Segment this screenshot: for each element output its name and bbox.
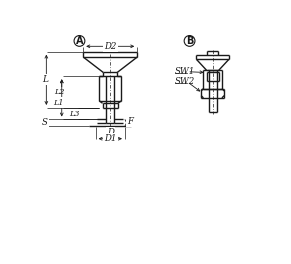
Text: L: L bbox=[42, 75, 48, 84]
Text: L3: L3 bbox=[70, 110, 80, 118]
Text: D2: D2 bbox=[104, 42, 116, 51]
Text: D1: D1 bbox=[104, 134, 116, 143]
Text: F: F bbox=[127, 117, 133, 126]
Text: B: B bbox=[186, 36, 193, 46]
Text: SW1: SW1 bbox=[175, 67, 195, 76]
Text: L1: L1 bbox=[53, 98, 63, 106]
Text: D: D bbox=[107, 128, 114, 137]
Text: A: A bbox=[76, 36, 83, 46]
Text: S: S bbox=[42, 119, 48, 128]
Text: SW2: SW2 bbox=[175, 77, 195, 86]
Text: L2: L2 bbox=[54, 88, 65, 96]
